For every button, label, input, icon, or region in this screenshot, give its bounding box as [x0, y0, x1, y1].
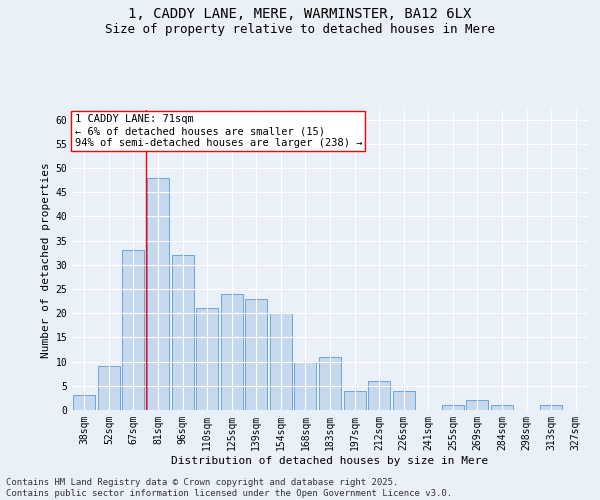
Bar — [319, 357, 341, 410]
Bar — [270, 313, 292, 410]
Bar — [221, 294, 243, 410]
Bar — [196, 308, 218, 410]
Bar — [466, 400, 488, 410]
Bar — [368, 381, 390, 410]
Text: Size of property relative to detached houses in Mere: Size of property relative to detached ho… — [105, 22, 495, 36]
Bar — [73, 396, 95, 410]
Text: 1 CADDY LANE: 71sqm
← 6% of detached houses are smaller (15)
94% of semi-detache: 1 CADDY LANE: 71sqm ← 6% of detached hou… — [74, 114, 362, 148]
Text: 1, CADDY LANE, MERE, WARMINSTER, BA12 6LX: 1, CADDY LANE, MERE, WARMINSTER, BA12 6L… — [128, 8, 472, 22]
Bar — [442, 405, 464, 410]
Bar — [491, 405, 513, 410]
Bar — [147, 178, 169, 410]
Text: Contains HM Land Registry data © Crown copyright and database right 2025.
Contai: Contains HM Land Registry data © Crown c… — [6, 478, 452, 498]
Bar — [122, 250, 145, 410]
X-axis label: Distribution of detached houses by size in Mere: Distribution of detached houses by size … — [172, 456, 488, 466]
Bar — [172, 255, 194, 410]
Bar — [245, 298, 268, 410]
Bar — [540, 405, 562, 410]
Bar — [392, 390, 415, 410]
Bar — [98, 366, 120, 410]
Y-axis label: Number of detached properties: Number of detached properties — [41, 162, 51, 358]
Bar — [344, 390, 365, 410]
Bar — [295, 362, 316, 410]
